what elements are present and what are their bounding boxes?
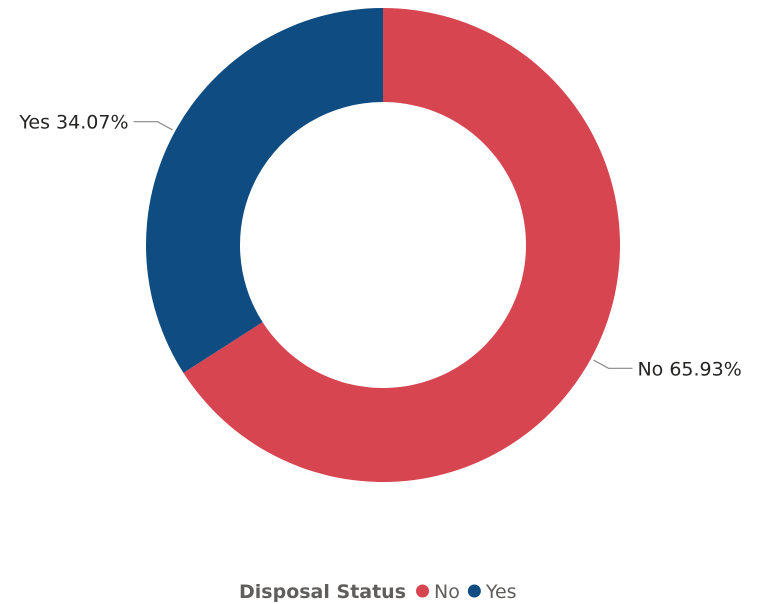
- leader-line-no: [593, 359, 633, 369]
- data-labels: No 65.93% Yes 34.07%: [18, 112, 741, 381]
- legend-marker-no: [416, 584, 430, 598]
- slice-yes[interactable]: [146, 8, 383, 373]
- legend-title: Disposal Status: [239, 581, 406, 603]
- legend: Disposal Status No Yes: [239, 581, 517, 603]
- legend-marker-yes: [467, 584, 481, 598]
- legend-label-no: No: [434, 581, 460, 603]
- legend-label-yes: Yes: [485, 581, 517, 603]
- leader-line-yes: [133, 121, 173, 131]
- slice-no[interactable]: [183, 8, 620, 483]
- data-label-no: No 65.93%: [637, 358, 741, 380]
- donut-slices: [146, 8, 620, 483]
- leader-lines: [133, 121, 633, 369]
- data-label-yes: Yes 34.07%: [18, 112, 128, 134]
